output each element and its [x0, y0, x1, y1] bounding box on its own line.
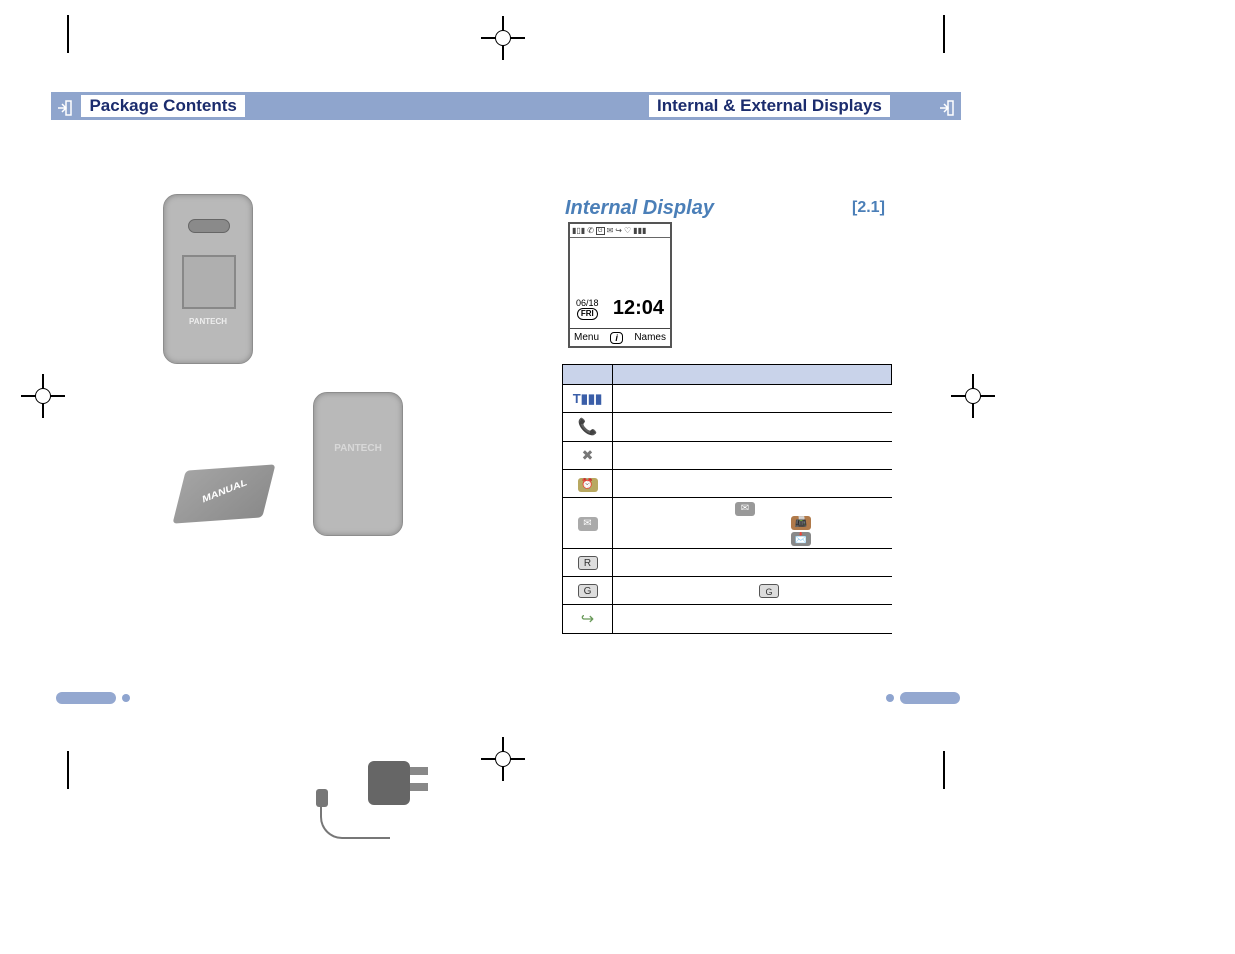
internal-display-mock: ▮▯▮ ✆ G ✉ ↪ ♡ ▮▮▮ 06/18 FRI 12:04 Menu i…	[568, 222, 672, 348]
mms-inline-icon: 📩	[791, 532, 811, 546]
sms-inline-icon: ✉	[735, 502, 755, 516]
table-row: ↪	[563, 605, 892, 634]
signal-icon-cell: T▮▮▮	[563, 385, 613, 413]
manual-label: MANUAL	[178, 468, 271, 516]
gprs-inline-icon: G	[759, 584, 779, 598]
table-row: ✖	[563, 442, 892, 470]
left-page-title: Package Contents	[81, 95, 244, 117]
crop-mark	[67, 15, 69, 53]
crop-mark	[943, 15, 945, 53]
lcd-day-value: FRI	[577, 308, 598, 320]
phone-back-illustration: PANTECH	[313, 392, 403, 536]
lcd-time: 12:04	[613, 297, 664, 320]
right-footer-pill	[900, 692, 960, 704]
right-footer-dot	[886, 694, 894, 702]
call-icon-cell: 📞	[563, 413, 613, 442]
right-header-band: Internal & External Displays	[649, 92, 961, 120]
registration-mark	[491, 747, 515, 771]
table-header-row	[563, 365, 892, 385]
left-footer-pill	[56, 692, 116, 704]
divert-icon: ↪	[615, 226, 622, 235]
crop-mark	[67, 751, 69, 789]
right-header-band-pre	[631, 92, 649, 120]
gprs-icon: G	[596, 227, 605, 235]
left-header-band: Package Contents	[51, 92, 281, 120]
softkey-left: Menu	[574, 332, 599, 343]
icon-description-table: T▮▮▮ 📞 ✖ ⏰ ✉ ✉ 📠 📩 R G G ↪	[562, 364, 892, 634]
crop-mark	[943, 751, 945, 789]
phone-brand-label: PANTECH	[314, 443, 402, 454]
divert-icon-cell: ↪	[563, 605, 613, 634]
nocall-icon-cell: ✖	[563, 442, 613, 470]
table-row: ⏰	[563, 470, 892, 498]
roaming-icon-cell: R	[563, 549, 613, 577]
phone-brand-label: PANTECH	[164, 317, 252, 326]
msg-icon: ✉	[607, 226, 614, 235]
vm-inline-icon: 📠	[791, 516, 811, 530]
alarm-icon-cell: ⏰	[563, 470, 613, 498]
lcd-date: 06/18 FRI	[576, 298, 599, 320]
charger-illustration	[318, 759, 428, 839]
softkey-right: Names	[634, 332, 666, 343]
table-row: R	[563, 549, 892, 577]
left-footer-dot	[122, 694, 130, 702]
right-page-title: Internal & External Displays	[649, 95, 890, 117]
lcd-softkeys: Menu i Names	[570, 328, 670, 346]
registration-mark	[491, 26, 515, 50]
table-row: G G	[563, 577, 892, 605]
left-header-band-ext	[281, 92, 631, 120]
table-row: T▮▮▮	[563, 385, 892, 413]
phone-front-illustration: PANTECH	[163, 194, 253, 364]
registration-mark	[31, 384, 55, 408]
table-row: ✉ ✉ 📠 📩	[563, 498, 892, 549]
message-icon-cell: ✉	[563, 498, 613, 549]
gprs-icon-cell: G	[563, 577, 613, 605]
lcd-date-value: 06/18	[576, 298, 599, 308]
softkey-center: i	[610, 332, 623, 344]
section-title: Internal Display	[565, 197, 714, 220]
enter-icon	[939, 98, 955, 126]
vibrate-icon: ♡	[624, 226, 631, 235]
call-icon: ✆	[587, 226, 594, 235]
section-ref: [2.1]	[852, 199, 885, 217]
lcd-icon-bar: ▮▯▮ ✆ G ✉ ↪ ♡ ▮▮▮	[570, 224, 670, 238]
signal-icon: ▮▯▮	[572, 226, 585, 235]
manual-illustration: MANUAL	[179, 468, 269, 520]
enter-icon	[57, 98, 73, 126]
table-row: 📞	[563, 413, 892, 442]
registration-mark	[961, 384, 985, 408]
battery-icon: ▮▮▮	[633, 226, 646, 235]
